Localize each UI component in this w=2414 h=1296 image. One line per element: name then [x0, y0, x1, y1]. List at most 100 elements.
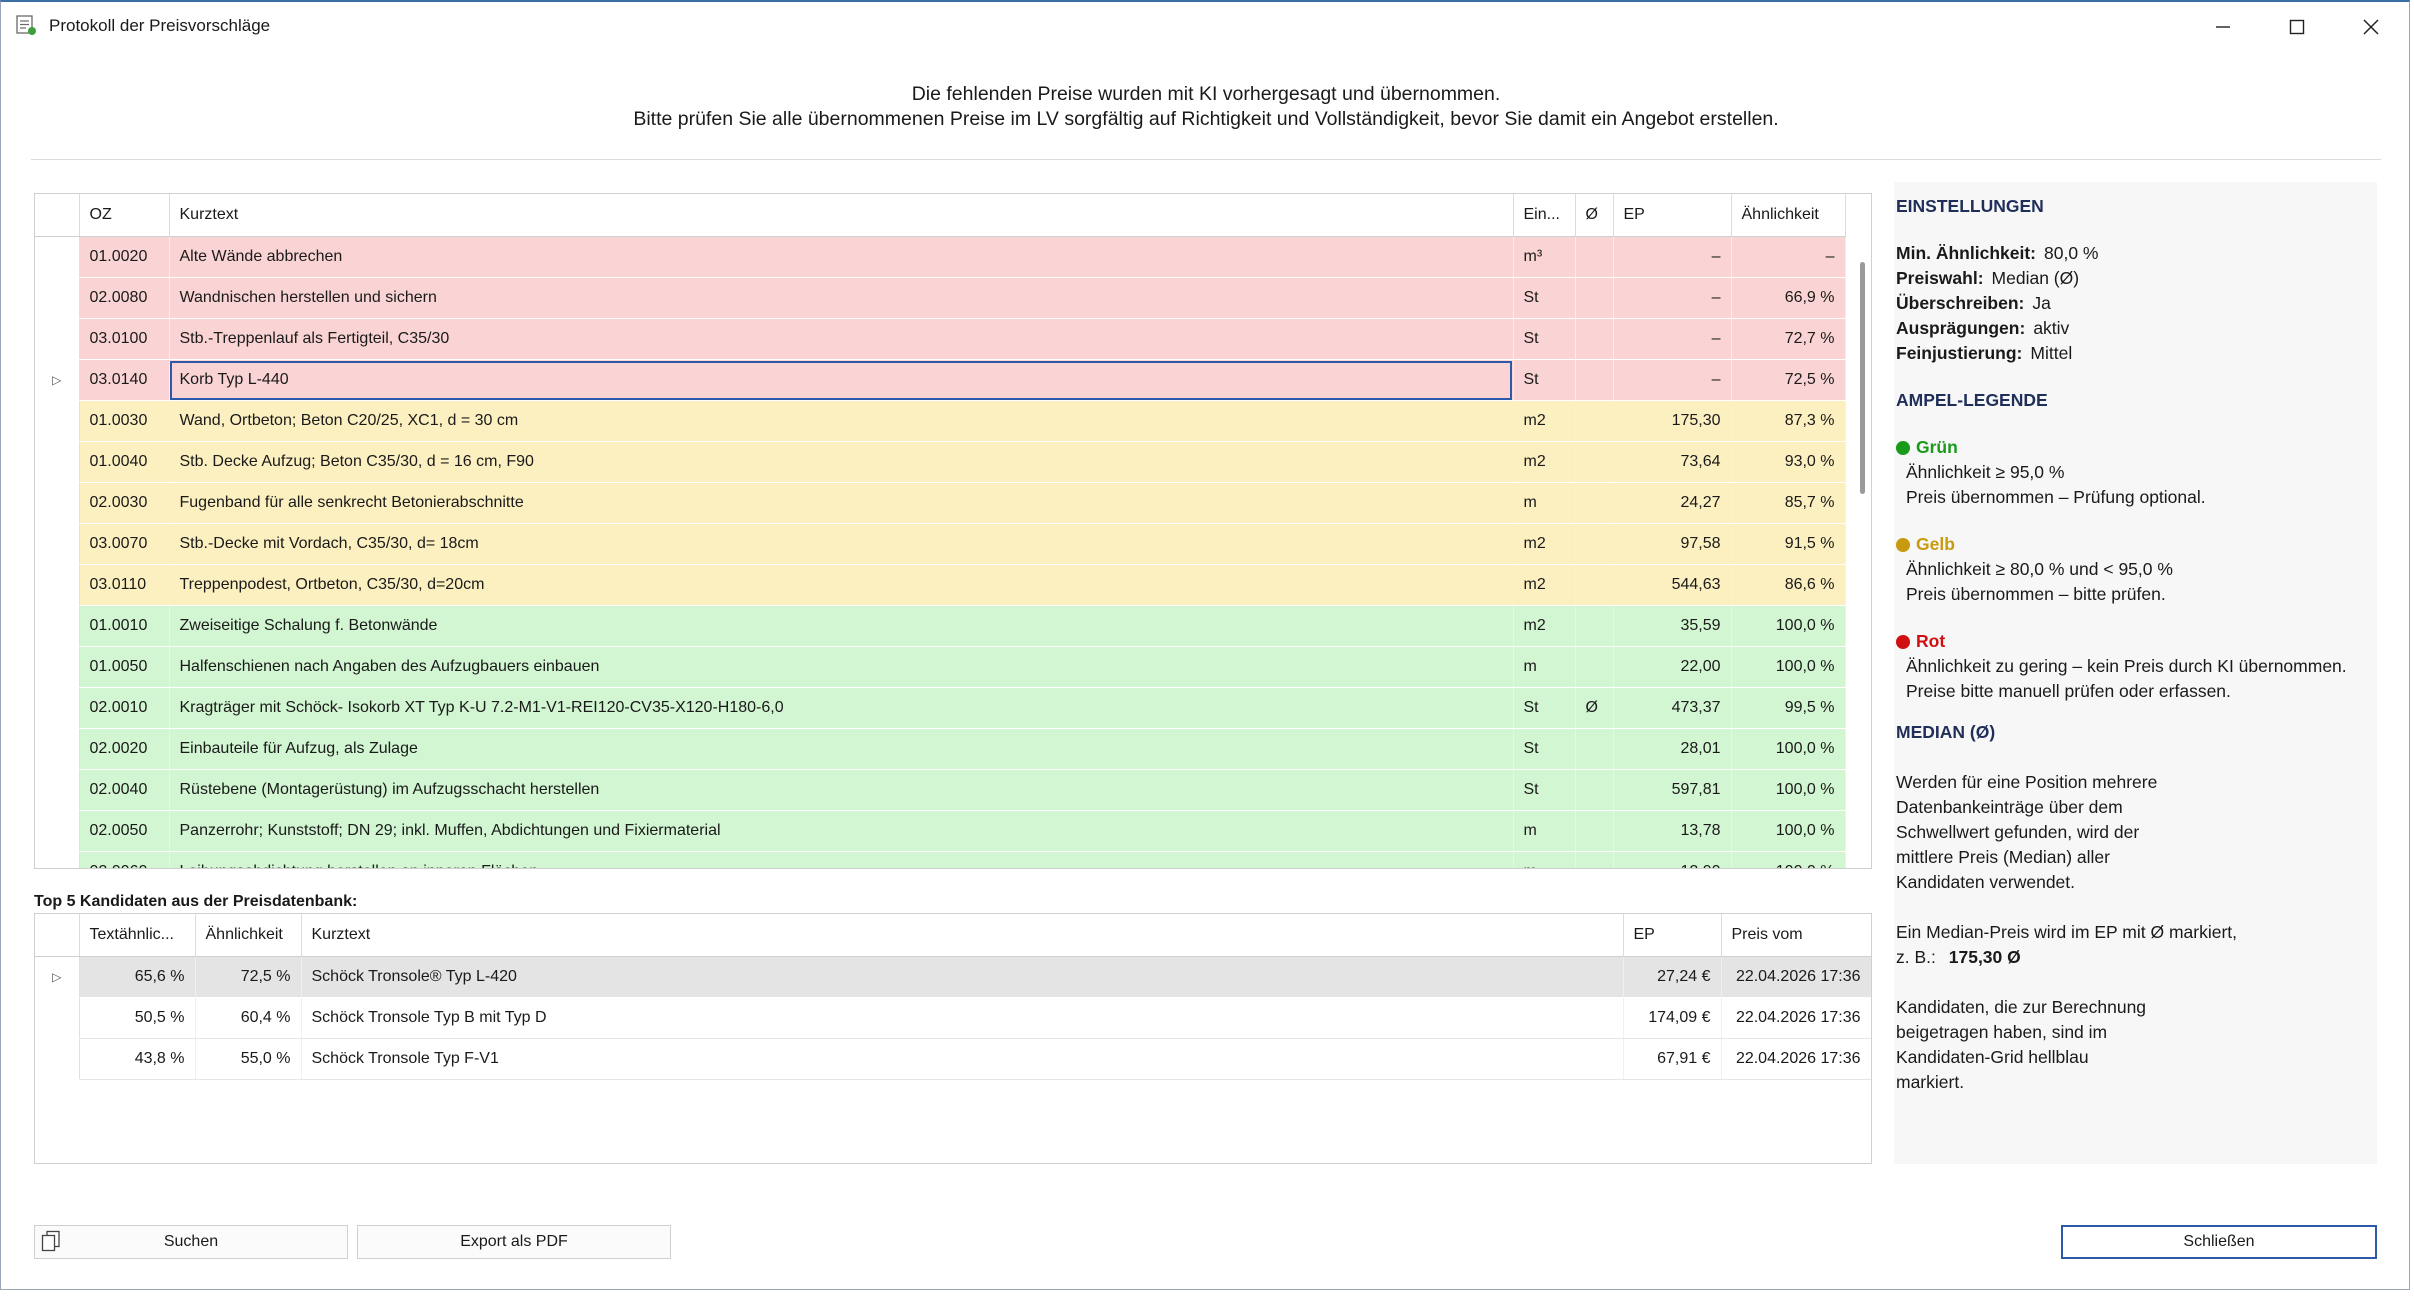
cell-aehnlichkeit[interactable]: 100,0 % — [1731, 851, 1846, 868]
row-indicator[interactable] — [35, 236, 80, 278]
cell-oz[interactable]: 02.0080 — [79, 277, 170, 319]
cell-aehnlichkeit[interactable]: 85,7 % — [1731, 482, 1846, 524]
table-row[interactable]: 01.0010 Zweiseitige Schalung f. Betonwänd… — [35, 605, 1846, 647]
cell-einheit[interactable]: St — [1513, 359, 1576, 401]
cell-oz[interactable]: 01.0010 — [79, 605, 170, 647]
cell-einheit[interactable]: m2 — [1513, 441, 1576, 483]
cell-ep[interactable]: 28,01 — [1613, 728, 1732, 770]
candidate-row[interactable]: 50,5 % 60,4 % Schöck Tronsole Typ B mit Ty… — [35, 997, 1871, 1039]
cell-einheit[interactable]: m2 — [1513, 400, 1576, 442]
column-header-textaehnlichkeit[interactable]: Textähnlic... — [79, 914, 196, 957]
cell-kurztext[interactable]: Stb. Decke Aufzug; Beton C35/30, d = 16 … — [169, 441, 1514, 483]
cell-kurztext[interactable]: Fugenband für alle senkrecht Betonierabs… — [169, 482, 1514, 524]
table-row[interactable]: 02.0050 Panzerrohr; Kunststoff; DN 29; in… — [35, 810, 1846, 852]
cell-einheit[interactable]: St — [1513, 318, 1576, 360]
cell-aehnlichkeit[interactable]: 93,0 % — [1731, 441, 1846, 483]
cell-oz[interactable]: 02.0010 — [79, 687, 170, 729]
cell-ep[interactable]: 13,78 — [1613, 810, 1732, 852]
cell-median[interactable] — [1575, 441, 1614, 483]
row-indicator[interactable] — [35, 810, 80, 852]
cell-kurztext[interactable]: Panzerrohr; Kunststoff; DN 29; inkl. Muf… — [169, 810, 1514, 852]
cell-einheit[interactable]: m — [1513, 646, 1576, 688]
cell-ep[interactable]: 97,58 — [1613, 523, 1732, 565]
row-indicator[interactable] — [35, 851, 80, 868]
table-row[interactable]: 01.0050 Halfenschienen nach Angaben des A… — [35, 646, 1846, 688]
column-header-oz[interactable]: OZ — [79, 194, 170, 237]
cell-cand-aehnlichkeit[interactable]: 60,4 % — [195, 997, 302, 1039]
cell-einheit[interactable]: m2 — [1513, 605, 1576, 647]
positions-grid[interactable]: OZ Kurztext Ein... Ø EP Ähnlichkeit 01.0… — [34, 193, 1872, 869]
table-row[interactable]: 02.0080 Wandnischen herstellen und sicher… — [35, 277, 1846, 319]
cell-median[interactable] — [1575, 851, 1614, 868]
row-expand-icon[interactable]: ▷ — [52, 373, 62, 387]
cell-aehnlichkeit[interactable]: 100,0 % — [1731, 605, 1846, 647]
cell-textaehnlichkeit[interactable]: 65,6 % — [79, 956, 196, 998]
cell-oz[interactable]: 02.0050 — [79, 810, 170, 852]
cell-ep[interactable]: 597,81 — [1613, 769, 1732, 811]
row-indicator[interactable]: ▷ — [35, 359, 80, 401]
cell-einheit[interactable]: m2 — [1513, 523, 1576, 565]
row-indicator[interactable] — [35, 441, 80, 483]
table-row[interactable]: 03.0100 Stb.-Treppenlauf als Fertigteil, … — [35, 318, 1846, 360]
candidate-row[interactable]: 43,8 % 55,0 % Schöck Tronsole Typ F-V1 67,9… — [35, 1038, 1871, 1080]
table-row[interactable]: 02.0030 Fugenband für alle senkrecht Beto… — [35, 482, 1846, 524]
cell-median[interactable] — [1575, 646, 1614, 688]
cell-oz[interactable]: 02.0020 — [79, 728, 170, 770]
cell-kurztext[interactable]: Kragträger mit Schöck- Isokorb XT Typ K-… — [169, 687, 1514, 729]
candidate-expand-icon[interactable]: ▷ — [52, 970, 62, 984]
cell-aehnlichkeit[interactable]: 100,0 % — [1731, 810, 1846, 852]
cell-kurztext[interactable]: Korb Typ L-440 — [169, 359, 1514, 401]
cell-median[interactable] — [1575, 318, 1614, 360]
cell-kurztext[interactable]: Einbauteile für Aufzug, als Zulage — [169, 728, 1514, 770]
cell-einheit[interactable]: St — [1513, 769, 1576, 811]
column-header-median[interactable]: Ø — [1575, 194, 1614, 237]
cell-kurztext[interactable]: Stb.-Treppenlauf als Fertigteil, C35/30 — [169, 318, 1514, 360]
cell-oz[interactable]: 03.0100 — [79, 318, 170, 360]
cell-median[interactable] — [1575, 523, 1614, 565]
cell-oz[interactable]: 01.0020 — [79, 236, 170, 278]
candidate-row-indicator[interactable]: ▷ — [35, 956, 80, 998]
cell-cand-aehnlichkeit[interactable]: 72,5 % — [195, 956, 302, 998]
cell-einheit[interactable]: m — [1513, 851, 1576, 868]
cell-aehnlichkeit[interactable]: 72,5 % — [1731, 359, 1846, 401]
cell-cand-ep[interactable]: 67,91 € — [1623, 1038, 1722, 1080]
cell-ep[interactable]: – — [1613, 236, 1732, 278]
row-indicator[interactable] — [35, 687, 80, 729]
table-row[interactable]: 02.0060Leibungsabdichtung herstellen an … — [35, 851, 1846, 868]
cell-ep[interactable]: 73,64 — [1613, 441, 1732, 483]
table-row[interactable]: 02.0020 Einbauteile für Aufzug, als Zulag… — [35, 728, 1846, 770]
column-header-einheit[interactable]: Ein... — [1513, 194, 1576, 237]
row-indicator[interactable] — [35, 769, 80, 811]
cell-kurztext[interactable]: Halfenschienen nach Angaben des Aufzugba… — [169, 646, 1514, 688]
cell-ep[interactable]: 12,90 — [1613, 851, 1732, 868]
cell-einheit[interactable]: St — [1513, 277, 1576, 319]
candidates-grid[interactable]: Textähnlic... Ähnlichkeit Kurztext EP Pr… — [34, 913, 1872, 1164]
cell-median[interactable] — [1575, 359, 1614, 401]
table-row[interactable]: 01.0030 Wand, Ortbeton; Beton C20/25, XC1… — [35, 400, 1846, 442]
cell-einheit[interactable]: m³ — [1513, 236, 1576, 278]
cell-median[interactable] — [1575, 728, 1614, 770]
cell-median[interactable] — [1575, 277, 1614, 319]
cell-oz[interactable]: 03.0110 — [79, 564, 170, 606]
cell-ep[interactable]: – — [1613, 318, 1732, 360]
cell-aehnlichkeit[interactable]: 100,0 % — [1731, 728, 1846, 770]
row-indicator[interactable] — [35, 523, 80, 565]
export-pdf-button[interactable]: Export als PDF — [357, 1225, 671, 1259]
cell-ep[interactable]: 22,00 — [1613, 646, 1732, 688]
cell-aehnlichkeit[interactable]: 100,0 % — [1731, 646, 1846, 688]
row-indicator[interactable] — [35, 564, 80, 606]
row-indicator[interactable] — [35, 482, 80, 524]
cell-aehnlichkeit[interactable]: 100,0 % — [1731, 769, 1846, 811]
table-row[interactable]: 02.0040 Rüstebene (Montagerüstung) im Auf… — [35, 769, 1846, 811]
cell-oz[interactable]: 02.0060 — [79, 851, 170, 868]
cell-ep[interactable]: 35,59 — [1613, 605, 1732, 647]
cell-aehnlichkeit[interactable]: 72,7 % — [1731, 318, 1846, 360]
cell-ep[interactable]: 473,37 — [1613, 687, 1732, 729]
cell-median[interactable] — [1575, 482, 1614, 524]
candidate-row-indicator[interactable] — [35, 1038, 80, 1080]
row-indicator[interactable] — [35, 728, 80, 770]
cell-einheit[interactable]: m2 — [1513, 564, 1576, 606]
cell-kurztext[interactable]: Treppenpodest, Ortbeton, C35/30, d=20cm — [169, 564, 1514, 606]
cell-ep[interactable]: – — [1613, 359, 1732, 401]
cell-cand-ep[interactable]: 27,24 € — [1623, 956, 1722, 998]
